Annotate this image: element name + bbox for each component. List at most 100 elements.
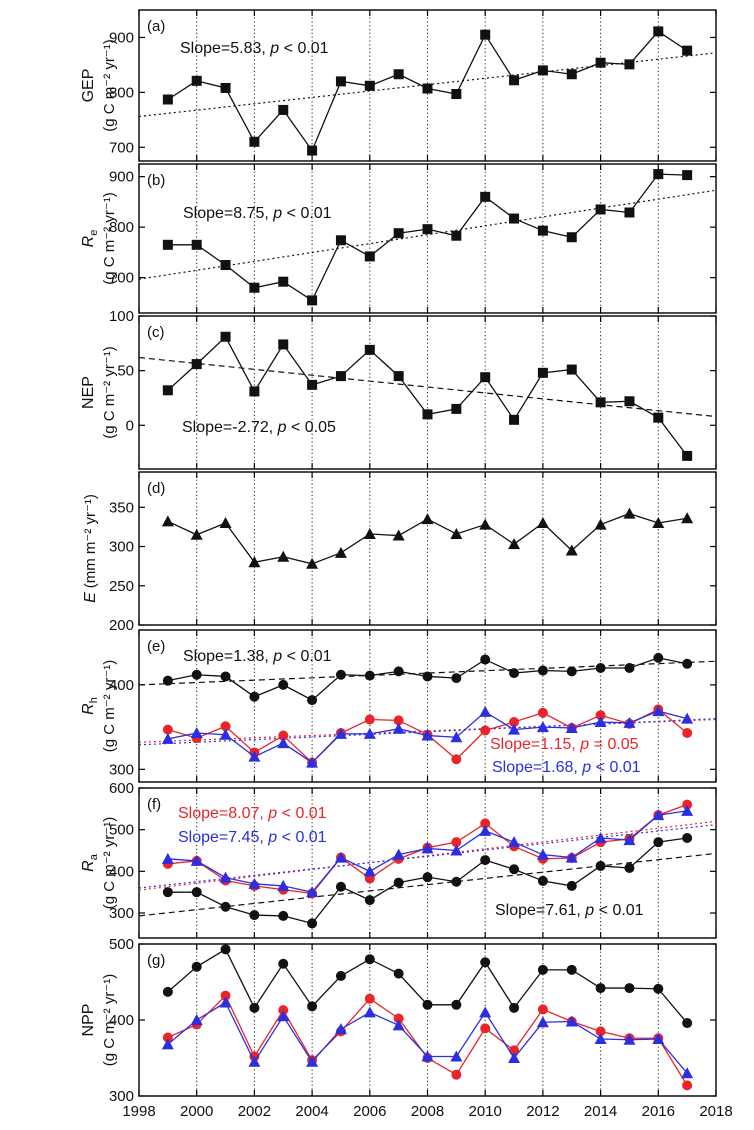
data-point bbox=[681, 804, 694, 816]
data-point bbox=[421, 842, 434, 854]
data-point bbox=[480, 725, 491, 736]
data-point bbox=[479, 705, 492, 717]
annotation-text: < 0.01 bbox=[279, 40, 328, 57]
y-axis-label-main: NPP bbox=[80, 1004, 97, 1037]
data-point bbox=[190, 727, 203, 739]
y-axis-label: NEP bbox=[80, 376, 97, 409]
annotation-text: < 0.01 bbox=[591, 759, 640, 776]
data-point bbox=[479, 824, 492, 836]
data-point bbox=[161, 732, 174, 744]
data-point bbox=[220, 82, 231, 93]
data-point bbox=[363, 527, 376, 539]
panel-label: (c) bbox=[147, 324, 165, 341]
data-point bbox=[306, 886, 319, 898]
annotation-text: p bbox=[269, 40, 279, 57]
panel-f: 300 400 500 600 (f) Ra (g C m⁻² yr⁻¹) Slope=8.0… bbox=[80, 780, 717, 939]
data-point bbox=[682, 450, 693, 461]
data-point bbox=[219, 871, 232, 883]
annotation-text: p bbox=[267, 805, 277, 822]
data-point bbox=[190, 1014, 203, 1025]
data-point bbox=[682, 1018, 693, 1029]
data-point bbox=[682, 658, 693, 669]
y-tick-label: 300 bbox=[109, 539, 134, 556]
data-point bbox=[335, 970, 346, 981]
annotation-text: Slope=-2.72, bbox=[182, 419, 278, 436]
panel-g: 300 400 500 (g) NPP (g C m⁻² yr⁻¹) bbox=[80, 936, 717, 1105]
x-tick-label: 2018 bbox=[699, 1103, 732, 1120]
data-point bbox=[364, 670, 375, 681]
data-point bbox=[623, 834, 636, 846]
panel-label: (e) bbox=[147, 638, 165, 655]
data-point bbox=[509, 1002, 520, 1013]
data-point bbox=[565, 851, 578, 863]
data-point bbox=[278, 276, 289, 287]
data-point bbox=[451, 876, 462, 887]
data-point bbox=[364, 251, 375, 262]
data-point bbox=[364, 344, 375, 355]
data-point bbox=[191, 669, 202, 680]
annotation-text: p bbox=[579, 736, 589, 753]
data-point bbox=[334, 727, 347, 739]
slope-annotation: Slope=-2.72, p < 0.05 bbox=[182, 419, 336, 436]
y-tick-label: 900 bbox=[109, 29, 134, 46]
data-point bbox=[161, 1038, 174, 1050]
data-point bbox=[682, 170, 693, 181]
y-tick-label: 350 bbox=[109, 499, 134, 516]
slope-annotation: Slope=8.07, p < 0.01 bbox=[178, 805, 327, 822]
annotation-text: Slope=7.61, bbox=[495, 902, 585, 919]
slope-annotation: Slope=7.61, p < 0.01 bbox=[495, 902, 644, 919]
data-point bbox=[509, 75, 520, 86]
y-axis-unit: (g C m⁻² yr⁻¹) bbox=[101, 39, 118, 131]
data-point bbox=[624, 863, 635, 873]
panel-label: (g) bbox=[147, 952, 165, 969]
y-axis-label: E (mm m⁻² yr⁻¹) bbox=[82, 494, 99, 603]
data-point bbox=[479, 1006, 492, 1018]
annotation-text: < 0.01 bbox=[277, 829, 326, 846]
data-point bbox=[566, 880, 577, 891]
annotation-text: < 0.01 bbox=[594, 902, 643, 919]
data-point bbox=[393, 1013, 404, 1024]
data-point bbox=[162, 675, 173, 686]
y-axis-label-subscript: h bbox=[88, 697, 100, 703]
data-point bbox=[681, 712, 694, 724]
annotation-text: p bbox=[277, 419, 287, 436]
data-point bbox=[594, 1033, 607, 1044]
data-point bbox=[162, 385, 173, 396]
data-point bbox=[249, 136, 260, 147]
y-tick-label: 700 bbox=[109, 270, 134, 287]
data-point bbox=[364, 895, 375, 906]
y-tick-label: 700 bbox=[109, 139, 134, 156]
data-point bbox=[480, 818, 491, 829]
y-tick-label: 800 bbox=[109, 84, 134, 101]
data-point bbox=[509, 864, 520, 875]
data-point bbox=[334, 851, 347, 863]
y-tick-label: 600 bbox=[109, 780, 134, 797]
data-point bbox=[393, 371, 404, 382]
data-point bbox=[480, 372, 491, 383]
y-tick-label: 300 bbox=[109, 761, 134, 778]
y-axis-label-subscript: e bbox=[88, 230, 100, 236]
data-point bbox=[162, 94, 173, 105]
data-point bbox=[565, 1015, 578, 1027]
trend-line-black bbox=[138, 660, 717, 686]
data-point bbox=[162, 239, 173, 250]
annotation-text: Slope=8.07, bbox=[178, 805, 268, 822]
data-point bbox=[363, 865, 376, 877]
data-point bbox=[307, 1001, 318, 1012]
data-point bbox=[335, 881, 346, 892]
y-axis-label-main: NEP bbox=[80, 376, 97, 409]
data-point bbox=[536, 848, 549, 860]
panel-frame bbox=[138, 163, 717, 314]
x-tick-label: 2000 bbox=[180, 1103, 213, 1120]
data-point bbox=[509, 414, 520, 425]
data-point bbox=[624, 396, 635, 407]
y-axis-label-main: R bbox=[80, 860, 97, 872]
annotation-text: < 0.01 bbox=[277, 805, 326, 822]
panel-label: (d) bbox=[147, 480, 165, 497]
data-point bbox=[393, 69, 404, 80]
data-point bbox=[565, 544, 578, 556]
data-point bbox=[451, 230, 462, 241]
panel-label: (b) bbox=[147, 172, 165, 189]
panel-a: 700 800 900 (a) GEP (g C m⁻² yr⁻¹) Slope=5.83,… bbox=[80, 9, 717, 162]
data-point bbox=[393, 968, 404, 979]
